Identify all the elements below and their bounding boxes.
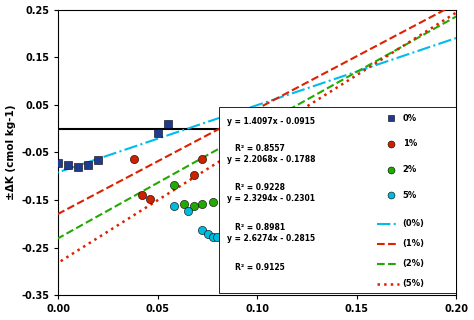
Point [146, 196, 154, 202]
Point [204, 232, 211, 237]
Point [170, 182, 177, 188]
Text: 5%: 5% [403, 191, 417, 200]
Point [229, 199, 237, 204]
Text: y = 2.3294x - 0.2301: y = 2.3294x - 0.2301 [228, 194, 315, 203]
Point [84, 163, 92, 168]
Point [214, 235, 221, 240]
Text: y = 2.2068x - 0.1788: y = 2.2068x - 0.1788 [228, 155, 316, 164]
Text: R² = 0.8557: R² = 0.8557 [236, 144, 285, 153]
Text: y = 2.6274x - 0.2815: y = 2.6274x - 0.2815 [228, 234, 316, 243]
Point [184, 209, 191, 214]
Text: 0%: 0% [403, 114, 417, 123]
Point [74, 164, 82, 169]
Point [180, 201, 187, 206]
Point [279, 163, 287, 168]
Text: (2%): (2%) [403, 260, 425, 268]
FancyBboxPatch shape [219, 107, 456, 292]
Point [130, 156, 137, 161]
Point [210, 235, 217, 240]
Point [210, 199, 217, 204]
Point [64, 163, 72, 168]
Text: 1%: 1% [403, 140, 417, 148]
Text: y = 1.4097x - 0.0915: y = 1.4097x - 0.0915 [228, 117, 315, 126]
Point [55, 161, 62, 166]
Point [190, 204, 197, 209]
Point [154, 131, 162, 136]
Point [164, 121, 172, 126]
Text: R² = 0.9228: R² = 0.9228 [236, 182, 285, 191]
Point [198, 156, 205, 161]
Point [229, 211, 237, 216]
Text: (5%): (5%) [403, 279, 425, 289]
Y-axis label: ±ΔK (cmol kg-1): ±ΔK (cmol kg-1) [6, 105, 16, 200]
Text: (1%): (1%) [403, 239, 425, 248]
Text: R² = 0.8981: R² = 0.8981 [236, 222, 285, 232]
Point [198, 201, 205, 206]
Point [198, 228, 205, 233]
Point [138, 193, 146, 198]
Text: (0%): (0%) [403, 220, 425, 228]
Point [170, 204, 177, 209]
Text: ARK (mole L-1): ARK (mole L-1) [371, 112, 453, 123]
Text: 2%: 2% [403, 165, 417, 174]
Point [190, 173, 197, 178]
Text: R² = 0.9125: R² = 0.9125 [236, 262, 285, 272]
Point [94, 157, 102, 162]
